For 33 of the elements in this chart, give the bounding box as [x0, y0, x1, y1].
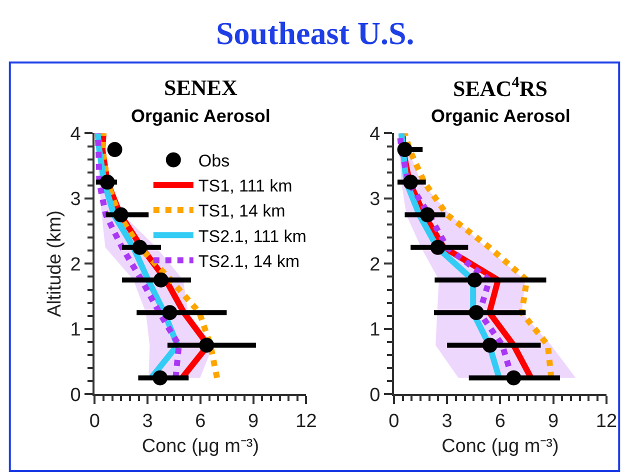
- x-tick-label: 9: [548, 410, 559, 432]
- y-tick-label: 3: [370, 189, 380, 210]
- legend-label: TS2.1, 14 km: [198, 252, 300, 271]
- x-tick-label: 0: [89, 410, 100, 432]
- x-axis-title: Conc (μg m⁻³): [142, 436, 260, 458]
- x-tick-label: 9: [248, 410, 259, 432]
- chart-title: SEAC$^{4}$RS: [453, 74, 548, 102]
- x-tick-label: 6: [195, 410, 206, 432]
- legend-label: TS1, 14 km: [198, 202, 286, 221]
- y-tick-label: 1: [370, 320, 380, 341]
- x-tick-label: 3: [142, 410, 153, 432]
- x-tick-label: 12: [596, 410, 618, 432]
- y-tick-label: 0: [370, 384, 380, 406]
- x-tick-label: 0: [388, 410, 400, 432]
- chart-subtitle: Organic Aerosol: [431, 106, 570, 126]
- text: Southeast U.S.: [216, 15, 414, 51]
- x-tick-label: 12: [296, 410, 317, 432]
- y-tick-label: 2: [370, 254, 380, 276]
- chart-title: SENEX: [164, 75, 238, 100]
- legend-label: TS1, 111 km: [198, 176, 292, 196]
- x-tick-label: 3: [442, 410, 452, 432]
- y-tick-label: 4: [370, 124, 381, 145]
- y-tick-label: 4: [70, 124, 82, 145]
- y-tick-label: 2: [70, 254, 81, 276]
- chart-subtitle: Organic Aerosol: [131, 106, 270, 126]
- y-axis-title: Altitude (km): [44, 210, 66, 318]
- y-tick-label: 3: [70, 189, 81, 210]
- legend-label: TS2.1, 111 km: [198, 226, 306, 246]
- x-axis-title: Conc (μg m⁻³): [442, 436, 559, 458]
- x-tick-label: 6: [494, 410, 506, 432]
- y-tick-label: 0: [70, 384, 81, 406]
- y-tick-label: 1: [70, 320, 81, 341]
- legend-label: Obs: [198, 151, 230, 170]
